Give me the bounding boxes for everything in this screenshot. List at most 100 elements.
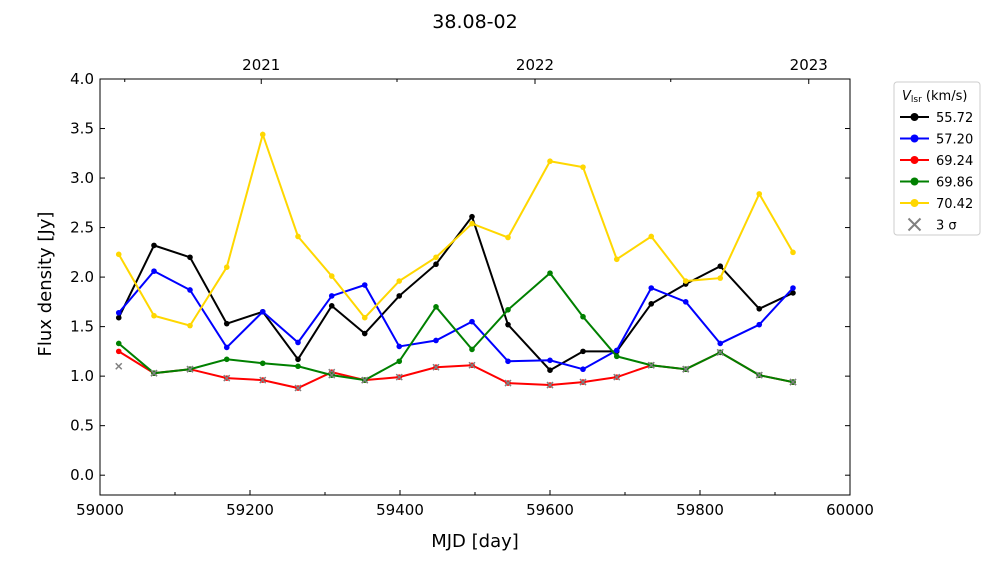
- data-point: [469, 220, 475, 227]
- data-point: [756, 305, 763, 312]
- data-point: [361, 330, 368, 337]
- legend-label: 69.86: [936, 176, 973, 191]
- legend-marker: [910, 156, 919, 164]
- data-point: [613, 347, 620, 354]
- legend-item-69-86: 69.86: [900, 176, 973, 191]
- data-point: [115, 251, 122, 258]
- y-tick-label: 1.5: [70, 318, 94, 336]
- y-tick-label: 2.5: [70, 219, 94, 237]
- legend-label: 55.72: [936, 111, 973, 126]
- data-point: [648, 233, 655, 240]
- upper-limit-marker: [223, 374, 231, 382]
- data-point: [295, 363, 301, 370]
- legend-marker: [910, 134, 919, 143]
- data-point: [717, 340, 724, 347]
- legend-label: 3 σ: [936, 219, 957, 234]
- data-point: [682, 299, 689, 305]
- data-point: [756, 191, 763, 197]
- series-70-42: [115, 131, 796, 329]
- top-tick-label: 2023: [790, 56, 828, 74]
- upper-limit-marker: [328, 371, 336, 379]
- data-point: [547, 367, 553, 374]
- data-point: [790, 249, 796, 256]
- x-axis-label: MJD [day]: [431, 531, 519, 552]
- series-line: [117, 269, 794, 371]
- data-point: [580, 164, 586, 170]
- data-point: [580, 313, 586, 320]
- data-point: [151, 312, 157, 319]
- legend-item-70-42: 70.42: [900, 197, 973, 212]
- upper-limit-marker: [468, 361, 476, 369]
- data-point: [613, 256, 620, 263]
- upper-limit-marker: [613, 373, 621, 381]
- x-tick-label: 59000: [76, 501, 124, 519]
- upper-limit-marker: [150, 369, 158, 377]
- data-point: [547, 158, 553, 165]
- data-point: [396, 278, 403, 284]
- upper-limit-marker: [647, 361, 655, 369]
- sigma-point: [115, 362, 123, 370]
- data-point: [187, 287, 193, 293]
- data-point: [361, 282, 368, 288]
- upper-limit-marker: [259, 376, 267, 384]
- y-axis-label: Flux density [Jy]: [35, 212, 56, 357]
- series-line: [118, 350, 794, 390]
- data-point: [187, 322, 193, 329]
- legend-marker: [910, 177, 919, 186]
- data-point: [613, 353, 620, 360]
- data-point: [223, 320, 230, 327]
- data-point: [151, 242, 157, 249]
- plot-frame: [99, 78, 851, 496]
- data-point: [756, 321, 763, 328]
- data-point: [396, 293, 403, 299]
- y-tick-label: 0.5: [70, 417, 94, 435]
- y-tick-label: 3.0: [70, 169, 94, 187]
- series-57-20: [115, 268, 796, 373]
- data-point: [433, 304, 439, 310]
- data-point: [547, 357, 553, 364]
- y-tick-label: 3.5: [70, 120, 94, 138]
- data-point: [790, 290, 796, 296]
- data-point: [259, 308, 266, 315]
- data-point: [295, 233, 301, 240]
- data-point: [115, 314, 122, 321]
- data-point: [469, 346, 475, 353]
- data-point: [505, 358, 511, 365]
- top-tick-label: 2022: [516, 56, 554, 74]
- upper-limit-marker: [395, 373, 403, 381]
- y-tick-label: 2.0: [70, 268, 94, 286]
- data-point: [648, 301, 655, 307]
- legend-title: Vlsr (km/s): [902, 89, 967, 105]
- data-point: [469, 213, 475, 220]
- data-point: [295, 339, 301, 346]
- data-point: [361, 314, 368, 321]
- data-point: [547, 270, 553, 276]
- data-point: [396, 343, 403, 350]
- upper-limit-marker: [294, 384, 302, 392]
- data-point: [223, 356, 230, 363]
- series-69-86: [115, 270, 797, 386]
- legend-item-57-20: 57.20: [900, 133, 973, 148]
- data-point: [505, 234, 511, 241]
- legend-sigma-marker: [907, 217, 922, 232]
- data-point: [328, 293, 335, 299]
- upper-limit-marker: [579, 378, 587, 386]
- data-point: [295, 356, 301, 363]
- legend-label: 69.24: [936, 154, 973, 169]
- data-point: [259, 360, 266, 367]
- x-tick-label: 59800: [676, 501, 724, 519]
- upper-limit-marker: [789, 378, 797, 386]
- upper-limit-marker: [504, 379, 512, 387]
- data-point: [717, 263, 724, 270]
- legend: Vlsr (km/s) 55.72 57.20 69.24 69.86 70.42 3 σ: [893, 81, 981, 236]
- legend-marker: [910, 113, 919, 121]
- upper-limit-marker: [432, 363, 440, 371]
- x-tick-label: 59400: [376, 501, 424, 519]
- data-point: [790, 285, 796, 291]
- upper-limit-marker: [361, 376, 369, 384]
- data-point: [187, 254, 193, 261]
- series-69-24: [115, 348, 797, 392]
- data-point: [648, 285, 655, 291]
- data-point: [151, 268, 157, 274]
